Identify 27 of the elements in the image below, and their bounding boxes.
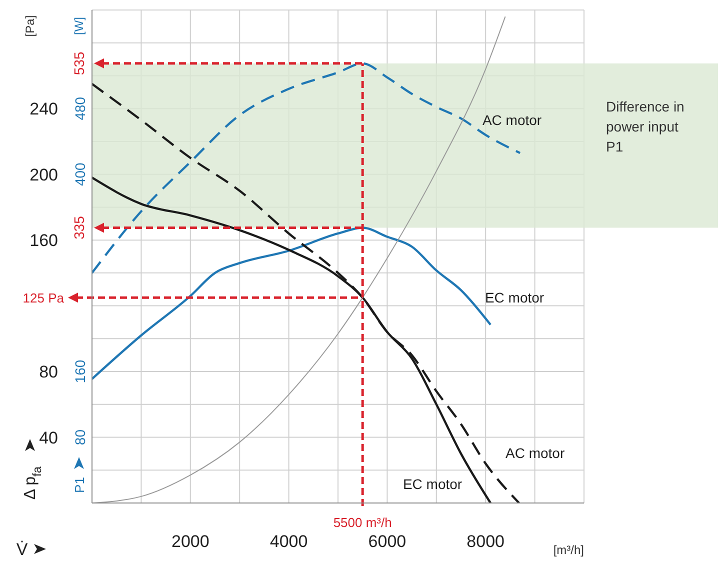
series-label: AC motor xyxy=(505,445,565,461)
y-tick-label: 160 xyxy=(30,231,58,250)
ref-line-label: 125 Pa xyxy=(22,290,65,306)
series-label: EC motor xyxy=(484,290,544,306)
y-tick-label: 240 xyxy=(30,100,58,119)
ref-line-label: 535 xyxy=(71,52,87,76)
y2-tick-label: 480 xyxy=(72,96,88,120)
text: [W] xyxy=(72,17,86,35)
x-tick-label: 8000 xyxy=(466,532,505,552)
y-tick-label: 200 xyxy=(30,165,58,184)
x-axis-title: V̇ xyxy=(16,540,28,558)
x-tick-label: 2000 xyxy=(171,532,210,552)
x-tick-label: 4000 xyxy=(270,532,308,552)
ref-line-label: 335 xyxy=(71,216,87,240)
y2-tick-label: 160 xyxy=(72,360,88,384)
text: [m³/h] xyxy=(553,543,584,557)
series-label: AC motor xyxy=(482,112,542,128)
text: [Pa] xyxy=(23,15,37,37)
ref-line-label: 5500 m³/h xyxy=(333,515,392,530)
x-tick-label: 6000 xyxy=(368,532,406,552)
y2-tick-label: 80 xyxy=(72,429,88,446)
y2-axis-title: P1 xyxy=(72,477,86,493)
y-tick-label: 80 xyxy=(39,362,58,382)
y2-tick-label: 400 xyxy=(72,162,88,186)
series-label: EC motor xyxy=(402,476,462,492)
band-label: Difference in power input P1 xyxy=(606,98,684,154)
y-tick-label: 40 xyxy=(39,428,58,448)
